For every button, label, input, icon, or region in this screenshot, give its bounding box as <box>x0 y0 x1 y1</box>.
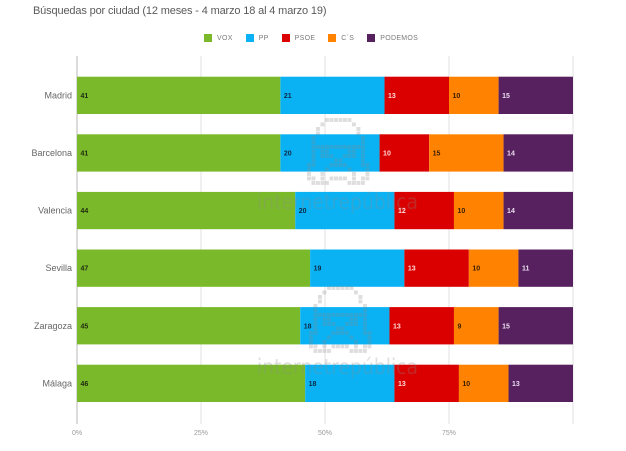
legend-label-cs: C´S <box>341 34 355 42</box>
bar-madrid-psoe <box>384 76 449 114</box>
bar-malaga-vox <box>77 364 306 402</box>
bar-sevilla-vox <box>77 249 311 287</box>
bar-barcelona-pp <box>280 134 380 172</box>
value-label-zaragoza-podemos: 15 <box>502 323 510 330</box>
legend-item-psoe: PSOE <box>281 34 316 42</box>
legend-label-psoe: PSOE <box>294 34 316 42</box>
value-label-zaragoza-c-s: 9 <box>457 323 461 330</box>
legend-label-podemos: PODEMOS <box>380 34 419 42</box>
legend-swatch-podemos <box>367 34 376 42</box>
value-label-madrid-pp: 21 <box>284 93 292 100</box>
value-label-madrid-vox: 41 <box>81 93 89 100</box>
bar-valencia-c-s <box>453 191 504 230</box>
legend-item-podemos: PODEMOS <box>367 34 418 42</box>
gridlines <box>76 56 574 424</box>
bar-sevilla-podemos <box>518 249 573 287</box>
bar-sevilla-c-s <box>468 249 519 287</box>
watermark: internetrepública internetrepública <box>257 118 418 379</box>
value-label-madrid-podemos: 15 <box>502 93 510 100</box>
legend: VOX PP PSOE C´S PODEMOS <box>204 34 418 42</box>
value-label-valencia-c-s: 10 <box>457 208 465 215</box>
legend-swatch-vox <box>204 34 212 42</box>
value-label-zaragoza-psoe: 13 <box>393 323 401 330</box>
value-label-sevilla-c-s: 10 <box>472 266 480 273</box>
value-label-madrid-c-s: 10 <box>453 93 461 100</box>
bar-zaragoza-podemos <box>498 307 573 345</box>
value-label-barcelona-c-s: 15 <box>433 150 441 157</box>
helmet-icon <box>309 286 372 353</box>
value-label-barcelona-pp: 20 <box>284 150 292 157</box>
bar-malaga-c-s <box>458 364 509 402</box>
value-label-sevilla-psoe: 13 <box>408 266 416 273</box>
chart-title: Búsquedas por ciudad (12 meses - 4 marzo… <box>33 5 327 17</box>
legend-label-pp: PP <box>258 34 269 42</box>
value-label-sevilla-podemos: 11 <box>522 266 530 273</box>
value-label-malaga-vox: 46 <box>81 381 89 388</box>
category-label-malaga: Málaga <box>42 378 72 388</box>
bar-segments <box>77 76 573 402</box>
x-tick-label: 0% <box>72 430 82 437</box>
bar-zaragoza-vox <box>77 307 301 345</box>
bar-barcelona-podemos <box>503 134 573 172</box>
category-label-zaragoza: Zaragoza <box>34 321 72 331</box>
bar-barcelona-psoe <box>379 134 430 172</box>
watermark-logo-2: internetrepública <box>257 286 418 379</box>
legend-label-vox: VOX <box>217 34 233 42</box>
bar-valencia-pp <box>295 191 395 230</box>
bar-sevilla-pp <box>310 249 405 287</box>
bar-valencia-vox <box>77 191 296 230</box>
bar-zaragoza-psoe <box>389 307 454 345</box>
bar-sevilla-psoe <box>404 249 469 287</box>
value-label-malaga-psoe: 13 <box>398 381 406 388</box>
bar-valencia-psoe <box>394 191 454 230</box>
category-label-barcelona: Barcelona <box>31 148 72 158</box>
value-label-zaragoza-pp: 18 <box>304 323 312 330</box>
legend-swatch-pp <box>245 34 254 42</box>
legend-item-pp: PP <box>245 34 269 42</box>
value-label-barcelona-vox: 41 <box>81 150 89 157</box>
watermark-text: internetrepública <box>257 190 418 214</box>
value-label-valencia-vox: 44 <box>81 208 89 215</box>
bar-madrid-pp <box>280 76 385 114</box>
bar-malaga-psoe <box>394 364 459 402</box>
helmet-icon <box>307 118 370 185</box>
legend-swatch-cs <box>328 34 337 42</box>
value-label-malaga-pp: 18 <box>309 381 317 388</box>
bar-madrid-vox <box>77 76 281 114</box>
x-tick-label: 25% <box>194 430 208 437</box>
bar-madrid-c-s <box>449 76 499 114</box>
value-label-valencia-psoe: 12 <box>398 208 406 215</box>
legend-item-cs: C´S <box>328 34 354 42</box>
bar-valencia-podemos <box>503 191 573 230</box>
data-labels: 0% 25% 50% 75% Madrid 41 21 13 10 15 Barcelona 41 20… <box>31 90 529 437</box>
value-label-valencia-pp: 20 <box>299 208 307 215</box>
category-label-sevilla: Sevilla <box>45 263 72 273</box>
value-label-sevilla-pp: 19 <box>314 266 322 273</box>
x-tick-label: 75% <box>442 430 456 437</box>
bar-barcelona-c-s <box>429 134 504 172</box>
bar-zaragoza-c-s <box>453 307 499 345</box>
watermark-logo-1: internetrepública <box>257 118 418 214</box>
value-label-valencia-podemos: 14 <box>507 208 515 215</box>
watermark-text: internetrepública <box>257 355 418 379</box>
category-label-valencia: Valencia <box>38 206 72 216</box>
bar-barcelona-vox <box>77 134 281 172</box>
value-label-sevilla-vox: 47 <box>81 266 89 273</box>
value-label-zaragoza-vox: 45 <box>81 323 89 330</box>
value-label-madrid-psoe: 13 <box>388 93 396 100</box>
bar-malaga-podemos <box>508 364 573 402</box>
bar-malaga-pp <box>305 364 395 402</box>
bar-madrid-podemos <box>498 76 573 114</box>
category-label-madrid: Madrid <box>44 90 72 100</box>
x-tick-label: 50% <box>318 430 332 437</box>
legend-item-vox: VOX <box>204 34 233 42</box>
value-label-barcelona-podemos: 14 <box>507 150 515 157</box>
value-label-malaga-podemos: 13 <box>512 381 520 388</box>
legend-swatch-psoe <box>281 34 290 42</box>
bar-zaragoza-pp <box>300 307 390 345</box>
value-label-malaga-c-s: 10 <box>462 381 470 388</box>
value-label-barcelona-psoe: 10 <box>383 150 391 157</box>
